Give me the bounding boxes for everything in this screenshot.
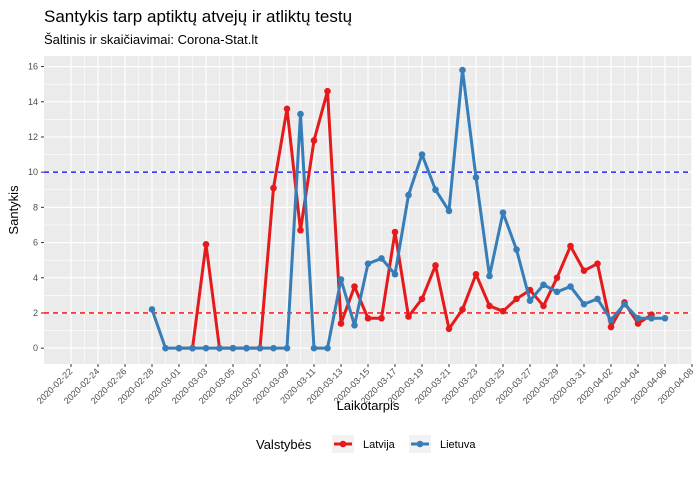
data-point-lietuva xyxy=(634,314,642,322)
legend-label-latvija: Latvija xyxy=(363,439,396,451)
y-axis: 0 2 4 6 8 10 12 14 16 xyxy=(28,62,44,353)
data-point-lietuva xyxy=(526,297,534,304)
y-tick-label: 8 xyxy=(33,202,38,212)
data-point-latvija xyxy=(324,87,331,95)
data-point-lietuva xyxy=(445,207,453,215)
chart-title: Santykis tarp aptiktų atvejų ir atliktų … xyxy=(44,7,352,26)
y-tick-label: 0 xyxy=(33,343,38,353)
data-point-lietuva xyxy=(229,344,237,352)
data-point-lietuva xyxy=(418,151,426,158)
data-point-latvija xyxy=(351,283,358,290)
data-point-lietuva xyxy=(405,191,412,199)
data-point-latvija xyxy=(594,260,601,267)
data-point-lietuva xyxy=(432,186,439,194)
data-point-latvija xyxy=(607,323,615,331)
data-point-latvija xyxy=(297,226,304,234)
y-tick-label: 6 xyxy=(33,238,38,248)
data-point-lietuva xyxy=(513,246,520,253)
y-axis-title: Santykis xyxy=(6,185,21,235)
data-point-lietuva xyxy=(175,344,183,352)
data-point-latvija xyxy=(202,241,210,248)
data-point-latvija xyxy=(405,313,412,320)
data-point-latvija xyxy=(580,267,588,275)
data-point-lietuva xyxy=(324,344,331,352)
data-point-lietuva xyxy=(256,344,264,352)
data-point-lietuva xyxy=(378,255,385,262)
legend-title: Valstybės xyxy=(256,437,312,452)
data-point-lietuva xyxy=(540,281,547,289)
data-point-lietuva xyxy=(391,270,399,278)
data-point-latvija xyxy=(283,105,291,113)
data-point-lietuva xyxy=(297,110,304,118)
data-point-latvija xyxy=(418,295,426,303)
legend-label-lietuva: Lietuva xyxy=(440,439,476,451)
series-layer xyxy=(148,66,669,352)
data-point-lietuva xyxy=(351,321,358,329)
x-axis-title: Laikotarpis xyxy=(337,398,400,413)
data-point-lietuva xyxy=(553,288,561,296)
data-point-lietuva xyxy=(580,300,588,308)
y-tick-label: 14 xyxy=(28,97,38,107)
data-point-latvija xyxy=(310,137,318,144)
data-point-latvija xyxy=(499,307,507,315)
data-point-lietuva xyxy=(594,295,601,303)
legend-key-point-lietuva xyxy=(416,440,424,448)
data-point-lietuva xyxy=(189,344,196,352)
data-point-latvija xyxy=(540,302,547,310)
data-point-lietuva xyxy=(661,314,669,322)
data-point-lietuva xyxy=(148,306,156,313)
data-point-lietuva xyxy=(459,66,466,74)
y-tick-label: 4 xyxy=(33,273,38,283)
data-point-latvija xyxy=(472,270,480,278)
data-point-latvija xyxy=(513,295,520,303)
data-point-lietuva xyxy=(162,344,169,352)
data-point-latvija xyxy=(270,184,277,192)
data-point-lietuva xyxy=(337,276,345,283)
data-point-latvija xyxy=(459,306,466,313)
data-point-latvija xyxy=(553,274,561,282)
data-point-lietuva xyxy=(216,344,223,352)
data-point-latvija xyxy=(378,314,385,322)
data-point-lietuva xyxy=(607,316,615,324)
data-point-lietuva xyxy=(621,300,628,308)
data-point-lietuva xyxy=(499,209,507,216)
series-lietuva xyxy=(148,66,669,352)
data-point-latvija xyxy=(567,242,574,250)
legend: Valstybės Latvija Lietuva xyxy=(256,435,476,453)
data-point-lietuva xyxy=(202,344,210,352)
chart-subtitle: Šaltinis ir skaičiavimai: Corona-Stat.lt xyxy=(44,32,258,47)
data-point-lietuva xyxy=(283,344,291,352)
y-tick-label: 12 xyxy=(28,132,38,142)
data-point-lietuva xyxy=(243,344,250,352)
legend-key-point-latvija xyxy=(339,440,347,448)
data-point-lietuva xyxy=(364,260,372,267)
y-tick-label: 16 xyxy=(28,62,38,72)
data-point-lietuva xyxy=(567,283,574,290)
data-point-lietuva xyxy=(310,344,318,352)
data-point-latvija xyxy=(432,262,439,269)
y-tick-label: 10 xyxy=(28,167,38,177)
data-point-latvija xyxy=(391,228,399,236)
data-point-latvija xyxy=(486,302,493,310)
data-point-latvija xyxy=(364,314,372,322)
data-point-latvija xyxy=(337,320,345,327)
data-point-lietuva xyxy=(270,344,277,352)
data-point-lietuva xyxy=(648,314,655,322)
data-point-latvija xyxy=(634,320,642,327)
data-point-lietuva xyxy=(486,272,493,280)
data-point-latvija xyxy=(445,325,453,333)
data-point-lietuva xyxy=(472,174,480,181)
y-tick-label: 2 xyxy=(33,308,38,318)
